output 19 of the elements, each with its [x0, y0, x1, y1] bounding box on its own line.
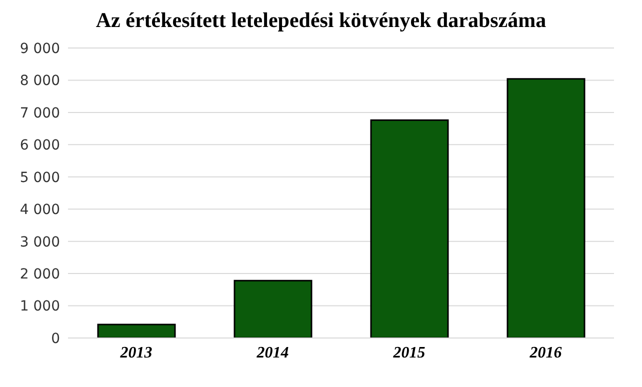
bar: [97, 324, 176, 338]
bar: [370, 119, 449, 338]
y-tick-label: 8 000: [20, 73, 60, 90]
y-tick-label: 9 000: [20, 40, 60, 57]
x-tick-label: 2015: [392, 344, 426, 362]
bar: [506, 78, 586, 338]
y-tick-label: 4 000: [20, 202, 60, 218]
y-tick-label: 0: [51, 330, 60, 347]
y-tick-label: 6 000: [20, 138, 60, 154]
bar: [234, 280, 312, 338]
x-tick-label: 2014: [256, 344, 289, 362]
y-tick-label: 5 000: [20, 170, 60, 186]
chart-title: Az értékesített letelepedési kötvények darabszáma: [94, 8, 548, 34]
x-tick-label: 2016: [528, 344, 562, 362]
y-tick-label: 3 000: [20, 234, 60, 250]
y-tick-label: 2 000: [20, 266, 60, 283]
y-tick-label: 1 000: [20, 298, 60, 315]
y-tick-label: 7 000: [20, 105, 60, 122]
x-tick-label: 2013: [119, 344, 152, 362]
